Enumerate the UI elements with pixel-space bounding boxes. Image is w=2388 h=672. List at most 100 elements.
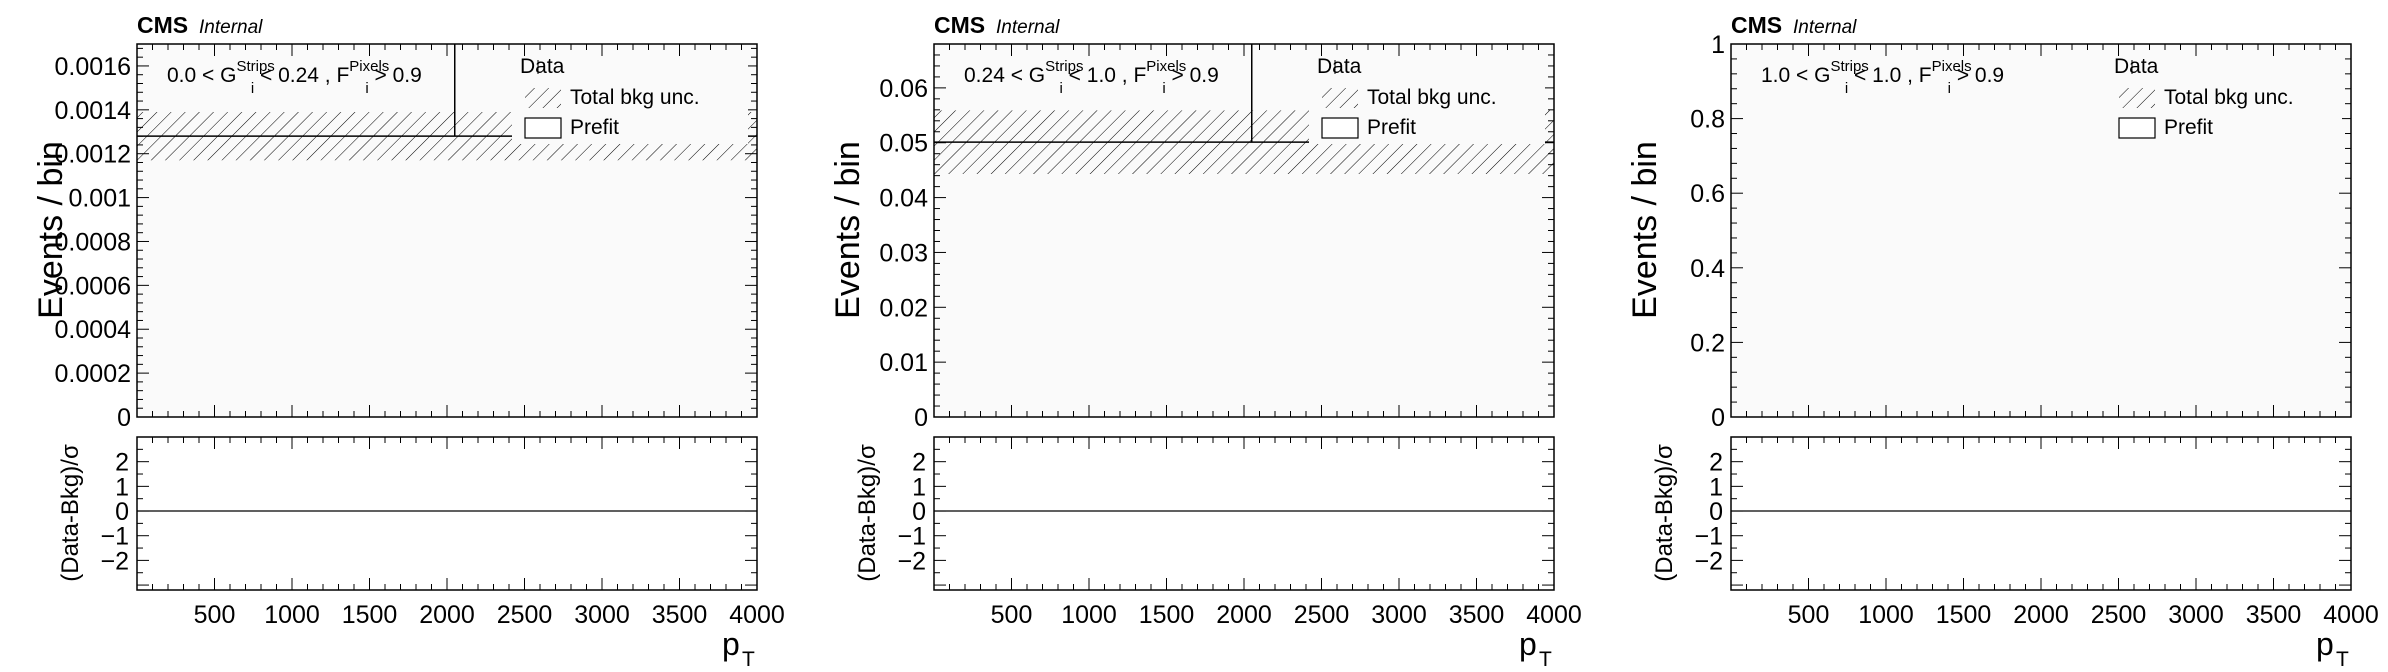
y-tick-label: 0.2 <box>1690 329 1725 357</box>
x-tick-label: 1000 <box>1858 601 1914 629</box>
x-tick-label: 1500 <box>1936 601 1992 629</box>
x-tick-label: 2000 <box>419 601 475 629</box>
y-tick-label: 0.03 <box>879 239 928 267</box>
svg-text:T: T <box>742 648 755 671</box>
ratio-y-tick-label: 2 <box>115 449 129 477</box>
y-tick-label: 0.0006 <box>55 272 131 300</box>
x-axis-ticks: 500 1000 1500 2000 2500 3000 3500 4000 <box>1746 437 2379 629</box>
x-tick-label: 3000 <box>2168 601 2224 629</box>
y-tick-label: 0.0014 <box>55 97 132 125</box>
x-tick-label: 2500 <box>497 601 553 629</box>
legend-unc-swatch <box>525 88 561 108</box>
ratio-y-tick-label: −2 <box>897 547 926 575</box>
legend-unc-label: Total bkg unc. <box>1367 86 1497 109</box>
ratio-y-axis-label: (Data-Bkg)/σ <box>57 444 84 582</box>
x-axis-ticks: 500 1000 1500 2000 2500 3000 3500 4000 <box>949 437 1582 629</box>
ratio-y-tick-label: −1 <box>1694 523 1723 551</box>
x-axis-label: p T <box>722 626 755 671</box>
x-tick-label: 500 <box>991 601 1033 629</box>
legend-prefit-label: Prefit <box>570 116 619 139</box>
svg-text:p: p <box>1519 626 1537 662</box>
y-tick-label: 0.0002 <box>55 360 131 388</box>
y-tick-label: 0.6 <box>1690 180 1725 208</box>
legend-prefit-swatch <box>2118 117 2156 139</box>
y-tick-label: 0 <box>1711 404 1725 432</box>
svg-text:T: T <box>1539 648 1552 671</box>
y-axis-label: Events / bin <box>1626 141 1664 319</box>
y-axis-ticks: 0 0.01 0.02 0.03 0.04 0.05 0.06 <box>879 43 1554 432</box>
y-tick-label: 0.04 <box>879 185 928 213</box>
selection-text: 0.24 < GStrips i < 1.0 , FPixels i > 0.9 <box>964 58 1219 97</box>
x-tick-label: 500 <box>194 601 236 629</box>
ratio-y-tick-label: −2 <box>100 547 129 575</box>
cms-label: CMS <box>934 12 985 38</box>
y-tick-label: 0.02 <box>879 294 928 322</box>
ratio-y-tick-label: 2 <box>1709 449 1723 477</box>
x-axis-ticks-main <box>949 44 1555 417</box>
legend-data-label: Data <box>2114 55 2159 78</box>
y-axis-label: Events / bin <box>829 141 867 319</box>
y-tick-label: 0.05 <box>879 130 928 158</box>
y-tick-label: 0.0004 <box>55 316 132 344</box>
ratio-y-tick-label: 0 <box>1709 498 1723 526</box>
x-tick-label: 1000 <box>1061 601 1117 629</box>
legend-unc-label: Total bkg unc. <box>2164 86 2294 109</box>
x-tick-label: 500 <box>1788 601 1830 629</box>
ratio-plot-frame <box>933 436 1555 591</box>
selection-text: 0.0 < GStrips i < 0.24 , FPixels i > 0.9 <box>167 58 422 97</box>
x-tick-label: 2500 <box>1294 601 1350 629</box>
legend-prefit-label: Prefit <box>2164 116 2213 139</box>
svg-text:T: T <box>2336 648 2349 671</box>
y-tick-label: 0 <box>914 404 928 432</box>
legend-prefit-swatch <box>1321 117 1359 139</box>
x-tick-label: 1500 <box>342 601 398 629</box>
y-axis-ticks: 0 0.2 0.4 0.6 0.8 1 <box>1690 31 2351 432</box>
legend-unc-label: Total bkg unc. <box>570 86 700 109</box>
ratio-y-tick-label: 1 <box>912 473 926 501</box>
y-tick-label: 1 <box>1711 31 1725 59</box>
legend-data-label: Data <box>1317 55 1362 78</box>
x-axis-ticks: 500 1000 1500 2000 2500 3000 3500 4000 <box>152 437 785 629</box>
y-tick-label: 0.001 <box>68 185 131 213</box>
internal-label: Internal <box>1793 17 1857 38</box>
x-axis-label: p T <box>1519 626 1552 671</box>
y-tick-label: 0.8 <box>1690 106 1725 134</box>
x-tick-label: 3000 <box>574 601 630 629</box>
selection-label: 0.0 < GStrips i < 0.24 , FPixels i > 0.9 <box>167 58 422 97</box>
ratio-y-tick-label: 1 <box>1709 473 1723 501</box>
x-axis-ticks-main <box>152 44 758 417</box>
ratio-plot-frame <box>136 436 758 591</box>
x-tick-label: 4000 <box>729 601 785 629</box>
ratio-y-axis-label: (Data-Bkg)/σ <box>854 444 881 582</box>
y-axis-ticks: 0 0.0002 0.0004 0.0006 0.0008 0.001 0.0012 0.00… <box>55 47 757 432</box>
selection-text: 1.0 < GStrips i < 1.0 , FPixels i > 0.9 <box>1761 58 2004 97</box>
y-tick-label: 0.06 <box>879 75 928 103</box>
internal-label: Internal <box>199 17 263 38</box>
x-tick-label: 4000 <box>2323 601 2379 629</box>
ratio-y-tick-label: −1 <box>100 523 129 551</box>
y-tick-label: 0.0016 <box>55 53 131 81</box>
svg-text:p: p <box>2316 626 2334 662</box>
y-tick-label: 0 <box>117 404 131 432</box>
x-tick-label: 2000 <box>2013 601 2069 629</box>
ratio-y-tick-label: 0 <box>115 498 129 526</box>
x-axis-ticks-main <box>1746 44 2352 417</box>
x-axis-label: p T <box>2316 626 2349 671</box>
y-tick-label: 0.0012 <box>55 141 131 169</box>
x-tick-label: 1000 <box>264 601 320 629</box>
x-tick-label: 2500 <box>2091 601 2147 629</box>
x-tick-label: 1500 <box>1139 601 1195 629</box>
internal-label: Internal <box>996 17 1060 38</box>
selection-label: 1.0 < GStrips i < 1.0 , FPixels i > 0.9 <box>1761 58 2004 97</box>
y-tick-label: 0.4 <box>1690 255 1725 283</box>
y-axis-label: Events / bin <box>32 141 70 319</box>
cms-label: CMS <box>137 12 188 38</box>
y-tick-label: 0.0008 <box>55 228 131 256</box>
